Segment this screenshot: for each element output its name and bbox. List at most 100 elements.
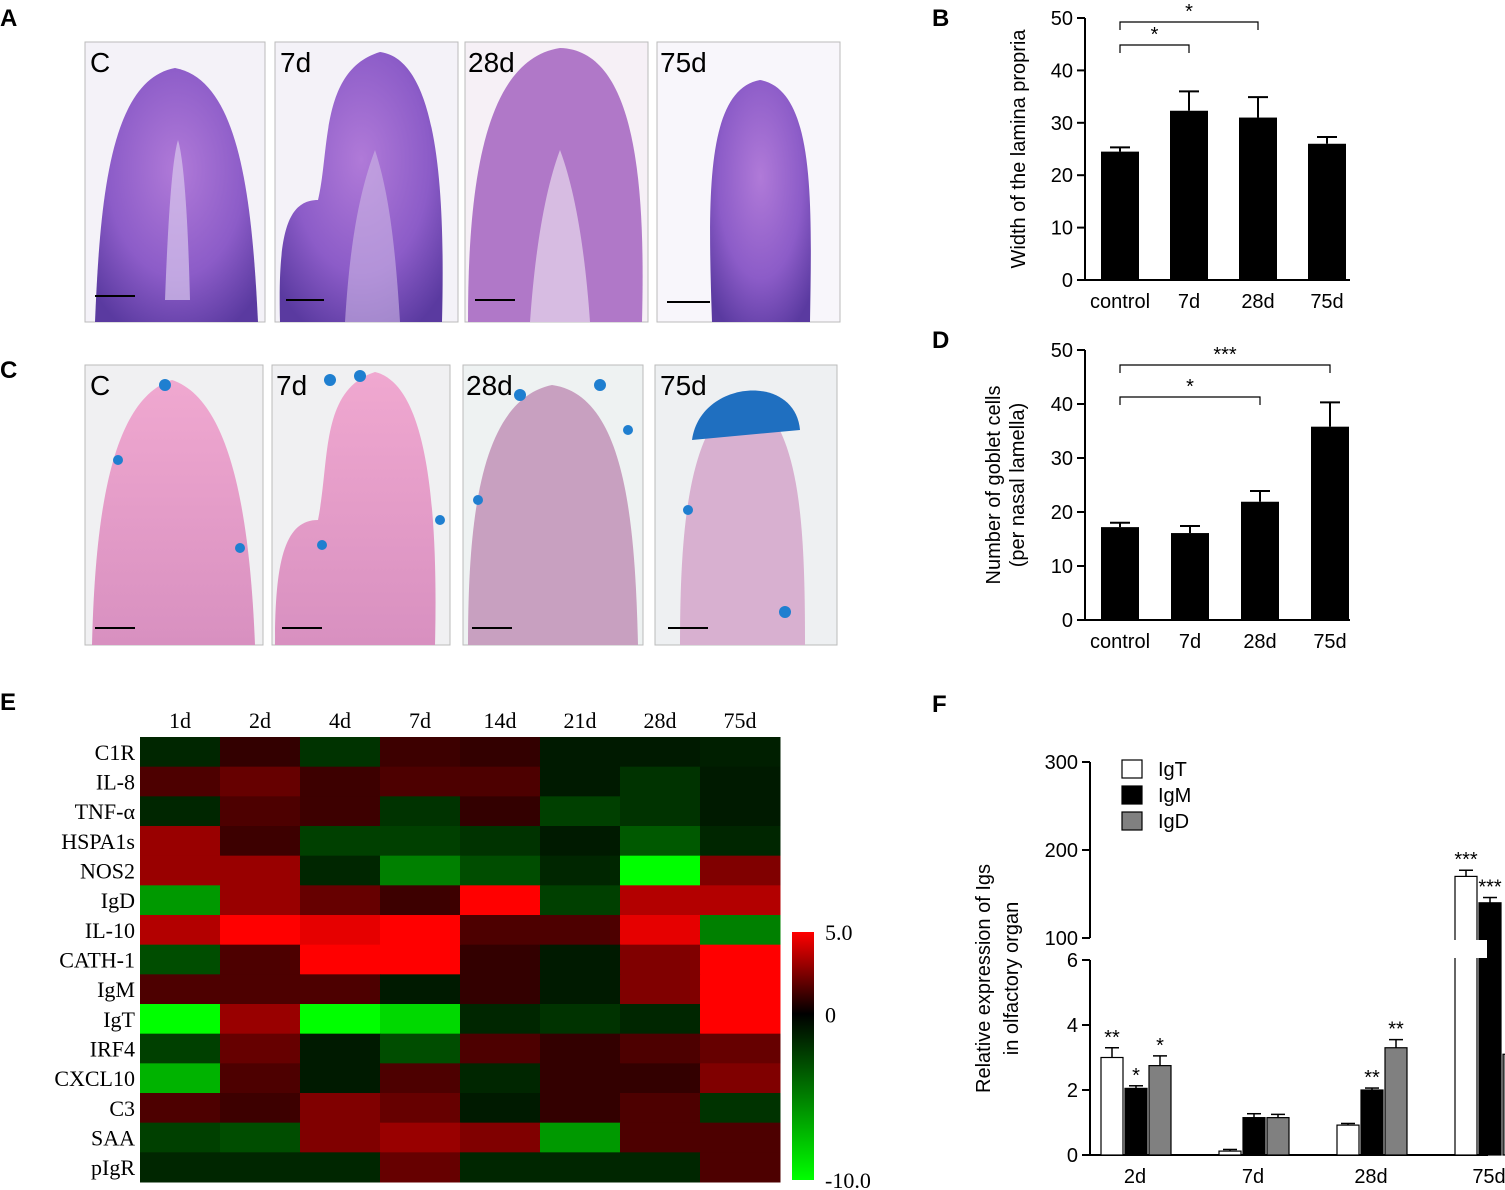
bar (1170, 110, 1208, 280)
heatmap-cell (380, 944, 461, 975)
panel-label-e: E (0, 689, 16, 716)
micrograph-c-28d: 28d (462, 364, 644, 646)
bar (1171, 533, 1209, 620)
significance-label: * (1132, 1065, 1140, 1087)
legend-swatch (1121, 811, 1143, 831)
heatmap-cell (300, 915, 381, 946)
row-label: HSPA1s (61, 829, 135, 854)
heatmap-cell (380, 974, 461, 1005)
heatmap-cell (380, 915, 461, 946)
row-label: pIgR (91, 1155, 135, 1180)
row-label: IgD (101, 888, 135, 913)
heatmap-cell (300, 766, 381, 797)
significance-label: *** (1213, 344, 1237, 366)
heatmap-cell (700, 974, 781, 1005)
panel-label-f: F (932, 691, 947, 718)
bar (1124, 1087, 1148, 1156)
bar (1454, 875, 1478, 1156)
heatmap-cell (700, 826, 781, 857)
heatmap-cell (300, 796, 381, 827)
heatmap-cell (620, 885, 701, 916)
heatmap-cell (300, 1033, 381, 1064)
column-label: 7d (409, 708, 431, 733)
heatmap-cell (220, 885, 301, 916)
heatmap-cell (460, 974, 541, 1005)
heatmap-cell (620, 826, 701, 857)
heatmap-cell (460, 885, 541, 916)
bar (1311, 426, 1349, 620)
heatmap-cell (140, 1004, 221, 1035)
x-tick-label: 7d (1242, 1166, 1264, 1188)
heatmap-cell (540, 974, 621, 1005)
heatmap-cell (460, 737, 541, 768)
y-tick-label: 300 (1045, 752, 1078, 774)
micrograph-label: 28d (468, 47, 515, 78)
heatmap-cell (620, 1033, 701, 1064)
significance-label: * (1185, 1, 1193, 23)
x-tick-label: 75d (1310, 291, 1343, 313)
heatmap-cell (380, 1122, 461, 1153)
heatmap-cell (540, 915, 621, 946)
heatmap-cell (140, 1122, 221, 1153)
heatmap-cell (460, 1152, 541, 1183)
y-tick-label: 20 (1051, 502, 1073, 524)
row-label: SAA (91, 1126, 135, 1151)
bar (1360, 1089, 1384, 1156)
heatmap-cell (700, 1122, 781, 1153)
x-tick-label: 28d (1243, 631, 1276, 653)
y-tick-label: 10 (1051, 556, 1073, 578)
bar (1241, 501, 1279, 620)
bar (1100, 1056, 1124, 1156)
heatmap-cell (220, 1093, 301, 1124)
heatmap-cell (220, 826, 301, 857)
heatmap-cell (700, 1063, 781, 1094)
heatmap-cell (380, 1004, 461, 1035)
significance-bracket (1119, 396, 1261, 405)
x-tick-label: 28d (1241, 291, 1274, 313)
heatmap-cell (140, 1093, 221, 1124)
heatmap-cell (700, 944, 781, 975)
x-tick-label: 7d (1179, 631, 1201, 653)
chart-e-heatmap: C1R IL-8 TNF-α HSPA1s NOS2 IgD IL-10 CATH-1 IgM I… (54, 708, 871, 1190)
heatmap-cell (460, 944, 541, 975)
bar (1502, 1053, 1505, 1156)
micrograph-a-75d: 75d (656, 41, 841, 323)
heatmap-cell (620, 766, 701, 797)
heatmap-cell (700, 766, 781, 797)
heatmap-cell (620, 796, 701, 827)
x-tick-label: 2d (1124, 1166, 1146, 1188)
heatmap-cell (540, 796, 621, 827)
y-tick-label: 0 (1067, 1145, 1078, 1167)
panel-label-a: A (0, 5, 17, 32)
heatmap-cell (620, 1152, 701, 1183)
x-tick-label: 7d (1178, 291, 1200, 313)
heatmap-cell (700, 1004, 781, 1035)
heatmap-cell (700, 1152, 781, 1183)
y-tick-label: 50 (1051, 8, 1073, 30)
heatmap-cell (300, 1122, 381, 1153)
bar (1266, 1117, 1290, 1156)
heatmap-cell (540, 826, 621, 857)
heatmap-cell (220, 1122, 301, 1153)
bar (1336, 1124, 1360, 1156)
heatmap-cell (700, 855, 781, 886)
heatmap-cell (540, 1122, 621, 1153)
row-label: C3 (109, 1096, 135, 1121)
heatmap-cell (460, 915, 541, 946)
significance-bracket (1119, 44, 1190, 53)
row-label: C1R (95, 740, 136, 765)
heatmap-cell (140, 1063, 221, 1094)
heatmap-cell (220, 855, 301, 886)
heatmap-cell (380, 855, 461, 886)
row-label: IRF4 (90, 1037, 135, 1062)
heatmap-cell (620, 944, 701, 975)
heatmap-cell (540, 1093, 621, 1124)
panel-label-c: C (0, 357, 17, 384)
heatmap-cell (620, 737, 701, 768)
heatmap-cell (700, 1093, 781, 1124)
row-label: IgM (97, 977, 135, 1002)
x-tick-label: 75d (1313, 631, 1346, 653)
heatmap-cell (220, 1063, 301, 1094)
row-label: IgT (103, 1007, 135, 1032)
